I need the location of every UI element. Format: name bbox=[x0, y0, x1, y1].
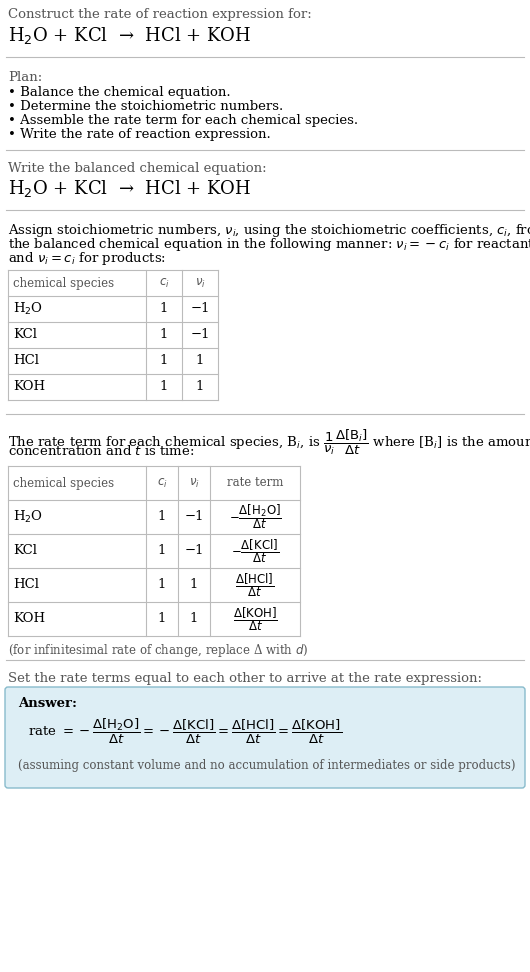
Text: concentration and $t$ is time:: concentration and $t$ is time: bbox=[8, 444, 195, 458]
Text: $-\dfrac{\Delta[\mathrm{KCl}]}{\Delta t}$: $-\dfrac{\Delta[\mathrm{KCl}]}{\Delta t}… bbox=[231, 538, 279, 565]
Text: • Assemble the rate term for each chemical species.: • Assemble the rate term for each chemic… bbox=[8, 114, 358, 127]
Text: • Determine the stoichiometric numbers.: • Determine the stoichiometric numbers. bbox=[8, 100, 283, 113]
Text: the balanced chemical equation in the following manner: $\nu_i = -c_i$ for react: the balanced chemical equation in the fo… bbox=[8, 236, 530, 253]
Text: rate term: rate term bbox=[227, 476, 283, 490]
Text: H$_2$O: H$_2$O bbox=[13, 509, 43, 525]
FancyBboxPatch shape bbox=[5, 687, 525, 788]
Text: and $\nu_i = c_i$ for products:: and $\nu_i = c_i$ for products: bbox=[8, 250, 166, 267]
Text: KOH: KOH bbox=[13, 380, 45, 394]
Text: KCl: KCl bbox=[13, 329, 37, 341]
Text: 1: 1 bbox=[160, 355, 168, 367]
Text: Assign stoichiometric numbers, $\nu_i$, using the stoichiometric coefficients, $: Assign stoichiometric numbers, $\nu_i$, … bbox=[8, 222, 530, 239]
Text: 1: 1 bbox=[158, 578, 166, 592]
Text: H$_2$O + KCl  →  HCl + KOH: H$_2$O + KCl → HCl + KOH bbox=[8, 25, 251, 46]
Text: 1: 1 bbox=[196, 380, 204, 394]
Text: rate $= -\dfrac{\Delta[\mathrm{H_2O}]}{\Delta t} = -\dfrac{\Delta[\mathrm{KCl}]}: rate $= -\dfrac{\Delta[\mathrm{H_2O}]}{\… bbox=[28, 717, 342, 746]
Text: $\nu_i$: $\nu_i$ bbox=[189, 476, 199, 490]
Text: $\nu_i$: $\nu_i$ bbox=[195, 276, 206, 290]
Text: $-\dfrac{\Delta[\mathrm{H_2O}]}{\Delta t}$: $-\dfrac{\Delta[\mathrm{H_2O}]}{\Delta t… bbox=[228, 503, 281, 532]
Text: −1: −1 bbox=[184, 510, 204, 524]
Text: (assuming constant volume and no accumulation of intermediates or side products): (assuming constant volume and no accumul… bbox=[18, 759, 516, 772]
Text: HCl: HCl bbox=[13, 355, 39, 367]
Text: 1: 1 bbox=[158, 612, 166, 626]
Text: 1: 1 bbox=[160, 302, 168, 316]
Text: chemical species: chemical species bbox=[13, 476, 114, 490]
Text: Plan:: Plan: bbox=[8, 71, 42, 84]
Text: (for infinitesimal rate of change, replace Δ with $d$): (for infinitesimal rate of change, repla… bbox=[8, 642, 308, 659]
Text: KCl: KCl bbox=[13, 544, 37, 558]
Text: −1: −1 bbox=[190, 302, 210, 316]
Text: $\dfrac{\Delta[\mathrm{HCl}]}{\Delta t}$: $\dfrac{\Delta[\mathrm{HCl}]}{\Delta t}$ bbox=[235, 572, 275, 599]
Text: 1: 1 bbox=[158, 510, 166, 524]
Text: Set the rate terms equal to each other to arrive at the rate expression:: Set the rate terms equal to each other t… bbox=[8, 672, 482, 685]
Text: −1: −1 bbox=[190, 329, 210, 341]
Text: chemical species: chemical species bbox=[13, 276, 114, 290]
Text: 1: 1 bbox=[190, 612, 198, 626]
Text: 1: 1 bbox=[160, 380, 168, 394]
Text: The rate term for each chemical species, B$_i$, is $\dfrac{1}{\nu_i}\dfrac{\Delt: The rate term for each chemical species,… bbox=[8, 428, 530, 457]
Text: $c_i$: $c_i$ bbox=[158, 276, 170, 290]
Text: −1: −1 bbox=[184, 544, 204, 558]
Text: 1: 1 bbox=[160, 329, 168, 341]
Text: $c_i$: $c_i$ bbox=[157, 476, 167, 490]
Text: • Write the rate of reaction expression.: • Write the rate of reaction expression. bbox=[8, 128, 271, 141]
Text: 1: 1 bbox=[196, 355, 204, 367]
Text: Write the balanced chemical equation:: Write the balanced chemical equation: bbox=[8, 162, 267, 175]
Text: H$_2$O + KCl  →  HCl + KOH: H$_2$O + KCl → HCl + KOH bbox=[8, 178, 251, 199]
Text: Answer:: Answer: bbox=[18, 697, 77, 710]
Text: H$_2$O: H$_2$O bbox=[13, 301, 43, 317]
Text: HCl: HCl bbox=[13, 578, 39, 592]
Text: KOH: KOH bbox=[13, 612, 45, 626]
Text: 1: 1 bbox=[158, 544, 166, 558]
Text: $\dfrac{\Delta[\mathrm{KOH}]}{\Delta t}$: $\dfrac{\Delta[\mathrm{KOH}]}{\Delta t}$ bbox=[233, 606, 278, 633]
Text: • Balance the chemical equation.: • Balance the chemical equation. bbox=[8, 86, 231, 99]
Text: 1: 1 bbox=[190, 578, 198, 592]
Text: Construct the rate of reaction expression for:: Construct the rate of reaction expressio… bbox=[8, 8, 312, 21]
